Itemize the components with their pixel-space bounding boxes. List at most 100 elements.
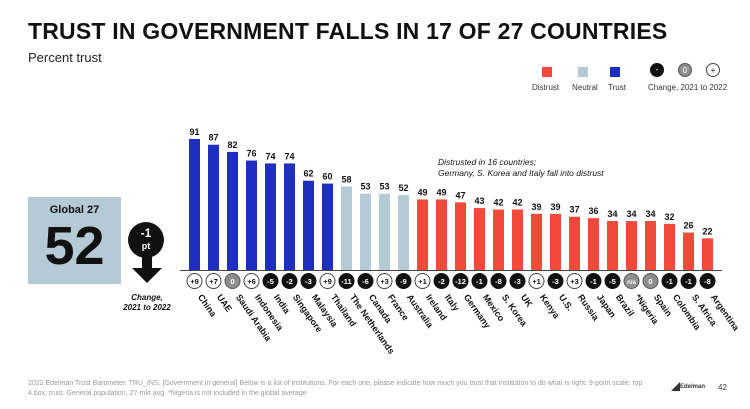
change-label: -1 [590,277,597,286]
change-label: -11 [341,277,351,286]
bar [246,160,257,270]
change-marker [680,273,697,289]
change-label: +3 [380,277,389,286]
change-marker [471,273,488,289]
bar [398,195,409,270]
legend-distrust-swatch [542,67,552,77]
bar [265,163,276,270]
data-label: 47 [455,190,465,200]
bar [189,138,200,270]
bar [645,221,656,270]
change-marker [300,273,317,289]
change-label: -8 [704,277,711,286]
change-label: -5 [267,277,274,286]
down-arrow-icon [132,257,162,283]
change-label: +9 [190,277,199,286]
legend: Distrust Neutral Trust - 0 + Change, 202… [530,63,740,93]
legend-negative-change-icon: - [650,63,664,77]
bar [607,221,618,270]
data-label: 36 [588,206,598,216]
data-label: 37 [569,205,579,215]
x-tick-label: UK [519,292,535,309]
bar [569,216,580,270]
change-label: -12 [455,277,466,286]
bar [284,163,295,270]
legend-change-label: Change, 2021 to 2022 [648,83,728,92]
legend-positive-change-icon: + [706,63,720,77]
change-marker [566,273,583,289]
data-label: 43 [474,196,484,206]
data-label: 87 [208,133,218,143]
chart-subtitle: Percent trust [28,50,102,65]
bar [683,232,694,270]
change-label: -3 [552,277,559,286]
bar [702,238,713,270]
data-label: 34 [607,209,617,219]
change-marker [642,273,659,289]
change-label: +3 [570,277,579,286]
change-label: 0 [230,277,234,286]
change-label: -3 [514,277,521,286]
bar [512,209,523,270]
x-tick-label: Italy [443,292,462,312]
bar [626,221,637,270]
bar [227,151,238,270]
chart-annotation: Distrusted in 16 countries; Germany, S. … [438,157,604,179]
data-label: 34 [645,209,655,219]
change-caption-line2: 2021 to 2022 [123,303,171,312]
bar [360,193,371,270]
page-number: 42 [718,383,727,392]
data-label: 58 [341,174,351,184]
change-label: -5 [609,277,616,286]
change-marker [452,273,469,289]
change-label: +9 [323,277,332,286]
data-label: 42 [512,198,522,208]
data-label: 91 [189,127,199,137]
change-marker [357,273,374,289]
change-marker [661,273,678,289]
change-marker [433,273,450,289]
change-marker [319,273,336,289]
change-label: n/a [627,280,636,286]
data-label: 26 [683,221,693,231]
data-label: 39 [550,202,560,212]
global-change-badge: -1 pt [128,222,164,258]
change-label: -9 [400,277,407,286]
change-marker [243,273,260,289]
global-label: Global 27 [49,204,100,216]
change-marker [509,273,526,289]
change-marker [395,273,412,289]
data-label: 62 [303,169,313,179]
data-label: 32 [664,212,674,222]
change-marker [338,273,355,289]
global-change-value: -1 [140,226,152,240]
legend-distrust-label: Distrust [532,83,560,92]
change-marker [262,273,279,289]
change-label: -1 [666,277,673,286]
legend-trust-swatch [610,67,620,77]
global-average-box: Global 27 52 [28,197,121,284]
change-label: -2 [438,277,445,286]
change-label: -2 [286,277,293,286]
page-title: TRUST IN GOVERNMENT FALLS IN 17 OF 27 CO… [28,18,668,44]
edelman-logo-icon [671,382,680,391]
bar [379,193,390,270]
bar [493,209,504,270]
change-marker [376,273,393,289]
x-tick-label: Argentina [709,292,742,333]
change-marker [224,273,241,289]
data-label: 74 [265,151,275,161]
change-marker [547,273,564,289]
data-label: 49 [417,187,427,197]
change-label: +1 [418,277,427,286]
data-label: 22 [702,226,712,236]
bar [455,202,466,270]
data-label: 49 [436,187,446,197]
x-tick-label: Brazil [614,292,636,318]
data-label: 74 [284,151,294,161]
data-label: 60 [322,172,332,182]
change-marker [281,273,298,289]
x-tick-label: U.S. [557,292,575,312]
data-label: 34 [626,209,636,219]
bar [208,144,219,270]
